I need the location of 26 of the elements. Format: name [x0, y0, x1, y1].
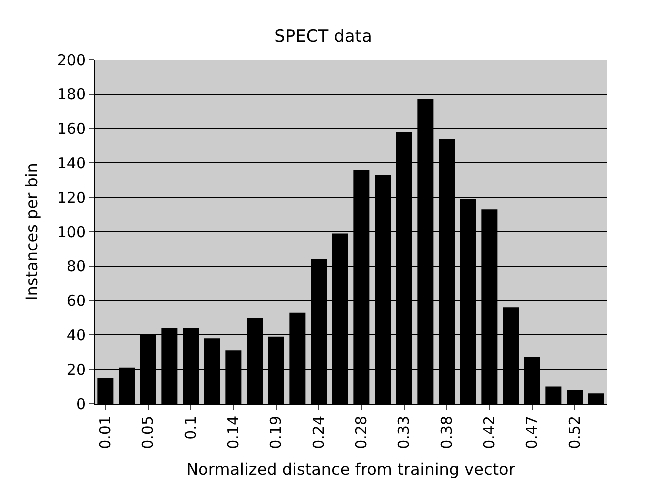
x-tick-label: 0.38 [438, 416, 456, 450]
chart-title: SPECT data [274, 26, 372, 47]
y-tick-label: 60 [66, 292, 86, 310]
x-tick-label: 0.52 [566, 416, 584, 450]
x-tick-label: 0.01 [96, 416, 115, 450]
y-tick-label: 200 [57, 51, 86, 70]
y-tick-label: 180 [57, 86, 86, 104]
x-axis-title: Normalized distance from training vector [186, 460, 516, 480]
y-tick-label: 160 [57, 120, 86, 138]
y-tick-label: 140 [57, 154, 86, 172]
x-tick-label: 0.42 [480, 416, 499, 450]
x-tick-label: 0.24 [310, 416, 328, 450]
y-tick-label: 80 [66, 258, 86, 276]
y-axis-title: Instances per bin [22, 163, 42, 301]
x-tick-label: 0.05 [139, 416, 158, 450]
x-tick-label: 0.33 [395, 416, 414, 450]
x-tick-label: 0.1 [182, 416, 200, 440]
x-tick-label: 0.14 [224, 416, 243, 450]
y-tick-label: 40 [66, 326, 86, 344]
x-tick-label: 0.28 [352, 416, 371, 450]
y-tick-label: 120 [57, 188, 86, 207]
x-tick-label: 0.19 [267, 416, 286, 450]
y-tick-label: 20 [66, 360, 86, 379]
y-tick-label: 0 [76, 395, 86, 414]
x-tick-label: 0.47 [523, 416, 542, 450]
y-tick-label: 100 [57, 223, 86, 242]
